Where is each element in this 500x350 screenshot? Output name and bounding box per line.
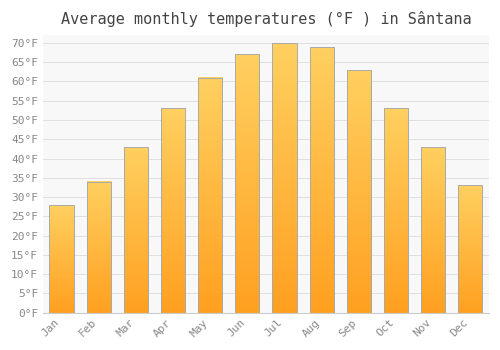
Bar — [421, 147, 445, 313]
Bar — [347, 70, 371, 313]
Bar — [458, 186, 482, 313]
Bar — [50, 205, 74, 313]
Bar — [272, 43, 296, 313]
Title: Average monthly temperatures (°F ) in Sântana: Average monthly temperatures (°F ) in Sâ… — [60, 11, 471, 27]
Bar — [161, 108, 185, 313]
Bar — [310, 47, 334, 313]
Bar — [198, 78, 222, 313]
Bar — [384, 108, 408, 313]
Bar — [86, 182, 111, 313]
Bar — [124, 147, 148, 313]
Bar — [236, 55, 260, 313]
